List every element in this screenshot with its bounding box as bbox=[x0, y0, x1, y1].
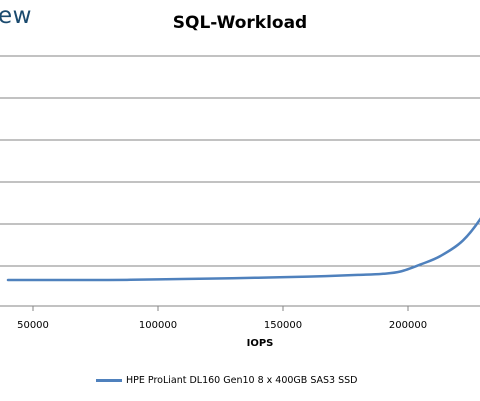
x-ticks bbox=[32, 306, 409, 311]
legend-swatch bbox=[96, 378, 122, 382]
legend-label: HPE ProLiant DL160 Gen10 8 x 400GB SAS3 … bbox=[126, 374, 358, 386]
legend: HPE ProLiant DL160 Gen10 8 x 400GB SAS3 … bbox=[96, 372, 358, 388]
chart-title: SQL-Workload bbox=[172, 13, 308, 33]
x-tick-label: 200000 bbox=[389, 320, 427, 331]
x-tick-labels: 50000 100000 150000 200000 bbox=[17, 320, 427, 331]
series-line bbox=[6, 217, 480, 282]
x-tick-label: 50000 bbox=[17, 320, 49, 331]
gridlines bbox=[0, 55, 480, 267]
x-tick-label: 100000 bbox=[139, 320, 177, 331]
x-tick-label: 150000 bbox=[264, 320, 302, 331]
brand-logo-text: ew bbox=[0, 3, 32, 29]
x-axis-label: IOPS bbox=[246, 338, 274, 349]
